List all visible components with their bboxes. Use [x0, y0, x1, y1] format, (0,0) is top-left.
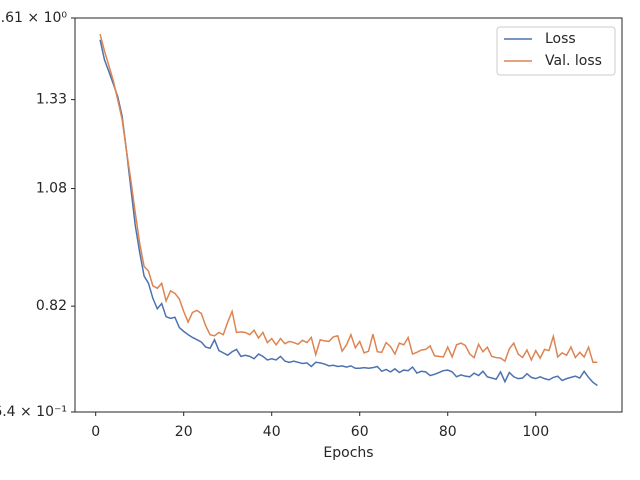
x-tick-label: 80 [439, 424, 457, 440]
y-tick-label: 1.61 × 10⁰ [0, 10, 67, 26]
legend-label: Loss [545, 31, 576, 47]
x-tick-label: 20 [175, 424, 193, 440]
series-line [99, 39, 598, 387]
y-tick-label: 0.82 [36, 298, 67, 314]
x-axis-label: Epochs [323, 445, 373, 461]
y-tick-label: 6.4 × 10⁻¹ [0, 404, 67, 420]
plot-frame [74, 17, 623, 413]
x-tick-label: 40 [263, 424, 281, 440]
x-tick-label: 100 [522, 424, 549, 440]
legend-label: Val. loss [545, 53, 602, 69]
y-tick-label: 1.08 [36, 181, 67, 197]
x-tick-label: 0 [91, 424, 100, 440]
x-tick-label: 60 [351, 424, 369, 440]
y-tick-label: 1.33 [36, 92, 67, 108]
series-line [99, 34, 598, 364]
